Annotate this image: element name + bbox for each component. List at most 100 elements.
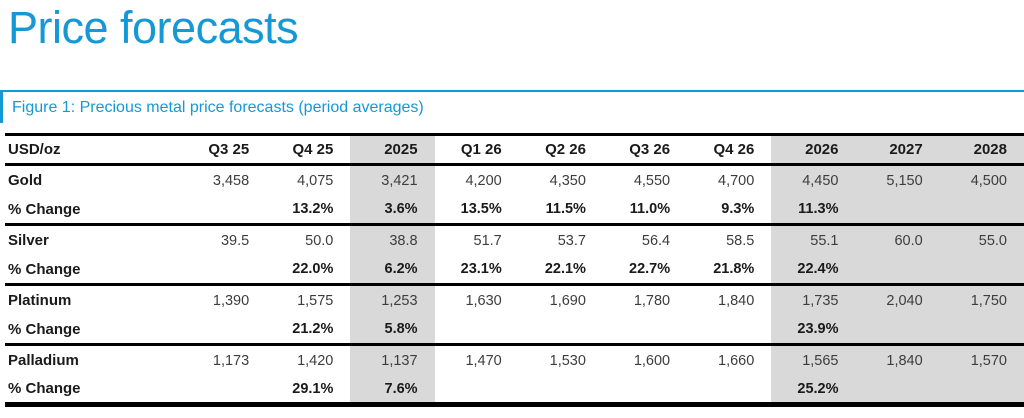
table-cell: 1,840 <box>855 344 940 375</box>
table-cell: 1,530 <box>549 352 586 369</box>
table-cell: 13.2% <box>292 201 334 217</box>
table-cell: 58.5 <box>726 232 755 249</box>
table-cell: 1,173 <box>212 352 250 369</box>
table-cell: 4,500 <box>939 164 1024 195</box>
table-cell <box>939 194 1024 225</box>
table-row: % Change 22.0% 6.2% 23.1% 22.1% 22.7% 21.8% 22.… <box>5 254 1024 285</box>
table-cell: 23.1% <box>460 261 502 277</box>
table-cell: 13.5% <box>460 201 502 217</box>
table-row: Platinum 1,390 1,575 1,253 1,630 1,690 1,780 1,… <box>5 284 1024 315</box>
row-label: % Change <box>8 200 81 218</box>
table-row: Gold 3,458 4,075 3,421 4,200 4,350 4,550 4,700 4… <box>5 164 1024 195</box>
table-cell: 4,200 <box>465 172 502 189</box>
table-cell <box>435 375 519 405</box>
table-cell: 29.1% <box>292 380 334 397</box>
table-cell: 1,575 <box>297 292 334 309</box>
table-row: Silver 39.5 50.0 38.8 51.7 53.7 56.4 58.5 55.1 60… <box>5 224 1024 255</box>
table-cell <box>855 254 940 285</box>
table-cell: 11.5% <box>545 201 586 217</box>
table-cell: 21.2% <box>292 321 334 337</box>
table-cell: 1,570 <box>939 344 1024 375</box>
table-cell <box>687 315 771 345</box>
table-row: Palladium 1,173 1,420 1,137 1,470 1,530 1,600 1… <box>5 344 1024 375</box>
table-cell: 7.6% <box>350 374 435 405</box>
table-cell: 3.6% <box>350 194 435 225</box>
table-cell: 1,470 <box>465 352 502 369</box>
row-label: Gold <box>8 172 43 189</box>
row-label: Platinum <box>8 292 72 309</box>
table-cell: 1,660 <box>718 352 755 369</box>
table-cell: 22.7% <box>629 261 671 277</box>
table-cell: 1,565 <box>771 344 856 375</box>
table-cell: 1,600 <box>633 352 671 369</box>
row-label: % Change <box>8 380 81 397</box>
table-cell: 38.8 <box>350 224 435 255</box>
column-header-q2-26: Q2 26 <box>545 141 586 159</box>
table-cell: 11.3% <box>771 194 856 225</box>
table-cell <box>603 315 687 345</box>
table-cell: 1,390 <box>212 292 250 309</box>
table-row: % Change 29.1% 7.6% 25.2% <box>5 374 1024 405</box>
table-cell: 1,690 <box>549 292 586 309</box>
table-cell: 21.8% <box>713 261 755 277</box>
table-cell <box>519 375 603 405</box>
table-cell: 53.7 <box>557 232 586 249</box>
table-cell <box>182 315 266 345</box>
row-label: Silver <box>8 232 49 249</box>
column-header-q4-25: Q4 25 <box>292 141 334 159</box>
table-cell: 4,550 <box>633 172 671 189</box>
table-cell: 2,040 <box>855 284 940 315</box>
table-row: % Change 21.2% 5.8% 23.9% <box>5 314 1024 345</box>
table-cell: 4,075 <box>297 172 334 189</box>
column-header-2025: 2025 <box>350 134 435 165</box>
table-cell <box>182 375 266 405</box>
table-cell: 4,350 <box>549 172 586 189</box>
table-cell: 1,137 <box>350 344 435 375</box>
column-header-2027: 2027 <box>855 134 940 165</box>
table-cell: 4,700 <box>718 172 755 189</box>
column-header-q1-26: Q1 26 <box>460 141 502 159</box>
page-title: Price forecasts <box>8 2 299 53</box>
table-cell: 55.1 <box>771 224 856 255</box>
table-cell: 39.5 <box>220 232 250 249</box>
row-label: % Change <box>8 260 81 278</box>
table-cell <box>182 255 266 285</box>
table-cell: 9.3% <box>721 201 755 217</box>
table-cell <box>939 314 1024 345</box>
unit-header: USD/oz <box>8 141 61 159</box>
table-header-row: USD/oz Q3 25 Q4 25 2025 Q1 26 Q2 26 Q3 26 Q4 2… <box>5 134 1024 165</box>
table-cell: 3,458 <box>212 172 250 189</box>
table-cell <box>687 375 771 405</box>
table-cell: 25.2% <box>771 374 856 405</box>
table-cell: 1,420 <box>297 352 334 369</box>
price-forecast-table: USD/oz Q3 25 Q4 25 2025 Q1 26 Q2 26 Q3 26 Q4 2… <box>5 133 1024 408</box>
table-cell: 22.1% <box>544 261 586 277</box>
table-cell: 50.0 <box>305 232 334 249</box>
table-cell <box>519 315 603 345</box>
column-header-q3-26: Q3 26 <box>629 141 671 159</box>
figure-caption: Figure 1: Precious metal price forecasts… <box>0 92 1024 124</box>
table-cell: 6.2% <box>350 254 435 285</box>
table-cell: 5,150 <box>855 164 940 195</box>
table-cell <box>939 374 1024 405</box>
table-cell: 11.0% <box>629 201 671 217</box>
column-header-2026: 2026 <box>771 134 856 165</box>
table-cell: 1,253 <box>350 284 435 315</box>
table-cell: 1,630 <box>465 292 502 309</box>
column-header-q3-25: Q3 25 <box>208 141 250 159</box>
table-cell: 1,750 <box>939 284 1024 315</box>
table-cell <box>855 314 940 345</box>
table-cell: 22.0% <box>292 261 334 277</box>
table-cell: 5.8% <box>350 314 435 345</box>
row-label: % Change <box>8 320 81 338</box>
table-cell: 1,840 <box>718 292 755 309</box>
table-cell <box>855 194 940 225</box>
row-label: Palladium <box>8 352 79 369</box>
table-cell <box>182 195 266 225</box>
table-cell: 56.4 <box>641 232 671 249</box>
table-cell: 3,421 <box>350 164 435 195</box>
table-cell: 51.7 <box>473 232 502 249</box>
table-cell: 22.4% <box>771 254 856 285</box>
table-cell <box>603 375 687 405</box>
figure-block: Figure 1: Precious metal price forecasts… <box>0 90 1024 124</box>
